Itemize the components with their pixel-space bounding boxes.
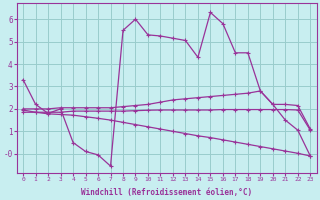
X-axis label: Windchill (Refroidissement éolien,°C): Windchill (Refroidissement éolien,°C)	[81, 188, 252, 197]
